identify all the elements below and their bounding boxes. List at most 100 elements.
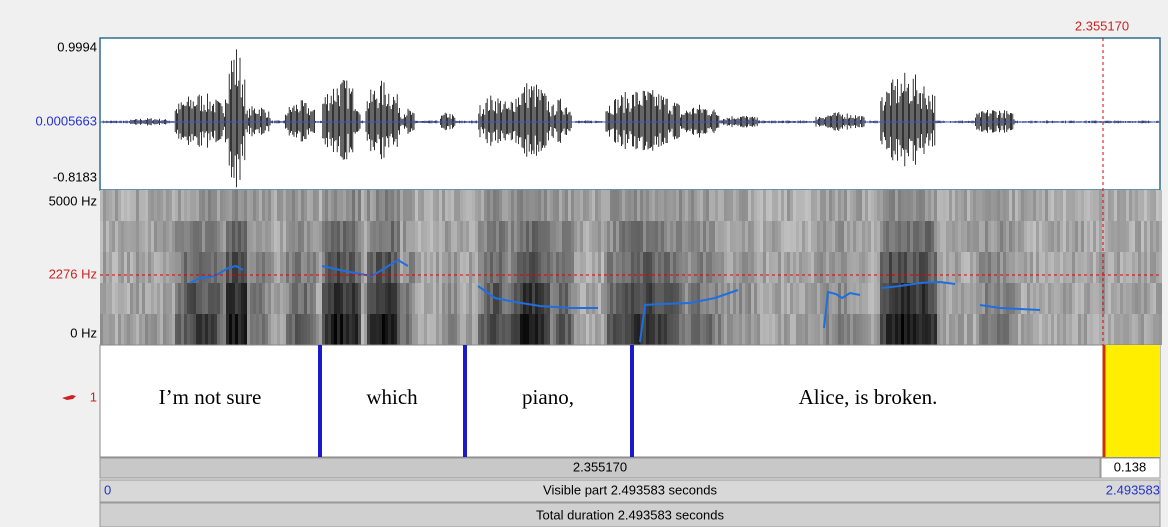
spectrogram-cell xyxy=(184,283,187,314)
spectrogram-cell xyxy=(691,221,694,252)
spectrogram-cell xyxy=(769,283,772,314)
spectrogram-cell xyxy=(106,221,109,252)
spectrogram-cell xyxy=(334,221,337,252)
spectrogram-cell xyxy=(508,221,511,252)
spectrogram-cell xyxy=(832,190,835,221)
spectrogram-cell xyxy=(343,314,346,345)
spectrogram-cell xyxy=(571,252,574,283)
spectrogram-cell xyxy=(1018,221,1021,252)
spectrogram-cell xyxy=(1036,314,1039,345)
spectrogram-cell xyxy=(751,190,754,221)
spectrogram-cell xyxy=(1114,283,1117,314)
spectrogram-cell xyxy=(703,252,706,283)
spectrogram-cell xyxy=(154,314,157,345)
interval-text[interactable]: Alice, is broken. xyxy=(799,385,938,409)
spectrogram-cell xyxy=(601,252,604,283)
spectrogram-cell xyxy=(943,190,946,221)
spectrogram-cell xyxy=(520,190,523,221)
spectrogram-cell xyxy=(982,190,985,221)
spectrogram-cell xyxy=(859,190,862,221)
spectrogram-cell xyxy=(1126,190,1129,221)
spectrogram-cell xyxy=(571,221,574,252)
spectrogram-cell xyxy=(682,221,685,252)
spectrogram-cell xyxy=(175,190,178,221)
spectrogram-cell xyxy=(181,283,184,314)
spectrogram-cell xyxy=(205,252,208,283)
spectrogram-cell xyxy=(223,252,226,283)
spectrogram-cell xyxy=(862,221,865,252)
spectrogram-cell xyxy=(676,190,679,221)
spectrogram-cell xyxy=(622,283,625,314)
spectrogram-cell xyxy=(952,221,955,252)
spectrogram-cell xyxy=(1093,190,1096,221)
spectrogram-cell xyxy=(208,221,211,252)
spectrogram-cell xyxy=(562,252,565,283)
spectrogram-cell xyxy=(985,190,988,221)
spectrogram-cell xyxy=(340,221,343,252)
spectrogram-cell xyxy=(787,314,790,345)
spectrogram-cell xyxy=(376,283,379,314)
spectrogram-cell xyxy=(436,314,439,345)
spectrogram-cell xyxy=(466,252,469,283)
spectrogram-cell xyxy=(697,314,700,345)
spectrogram-cell xyxy=(1096,283,1099,314)
spectrogram-cell xyxy=(964,252,967,283)
spectrogram-cell xyxy=(754,221,757,252)
spectrogram-cell xyxy=(802,190,805,221)
spectrogram-cell xyxy=(712,252,715,283)
spectrogram-cell xyxy=(370,314,373,345)
spectrogram-cell xyxy=(823,252,826,283)
spectrogram-cell xyxy=(670,252,673,283)
spectrogram-cell xyxy=(169,283,172,314)
spectrogram-cell xyxy=(391,190,394,221)
interval-text[interactable]: I’m not sure xyxy=(159,385,262,409)
spectrogram-cell xyxy=(916,190,919,221)
spectrogram-cell xyxy=(748,190,751,221)
spectrogram-cell xyxy=(901,252,904,283)
spectrogram-cell xyxy=(826,252,829,283)
spectrogram-cell xyxy=(196,314,199,345)
spectrogram-cell xyxy=(841,314,844,345)
spectrogram-cell xyxy=(664,221,667,252)
spectrogram-cell xyxy=(871,283,874,314)
spectrogram-cell xyxy=(817,314,820,345)
spectrogram-cell xyxy=(172,283,175,314)
spectrogram-cell xyxy=(880,314,883,345)
spectrogram-cell xyxy=(322,314,325,345)
spectrogram-cell xyxy=(1015,252,1018,283)
spectrogram-cell xyxy=(607,221,610,252)
spectrogram-cell xyxy=(172,221,175,252)
spectrogram-cell xyxy=(313,252,316,283)
spectrogram-cell xyxy=(703,221,706,252)
spectrogram-cell xyxy=(598,190,601,221)
spectrogram-cell xyxy=(652,190,655,221)
spectrogram-cell xyxy=(217,252,220,283)
spectrogram-cell xyxy=(397,283,400,314)
spectrogram-cell xyxy=(685,252,688,283)
spectrogram-cell xyxy=(463,283,466,314)
spectrogram-cell xyxy=(685,190,688,221)
spectrogram-cell xyxy=(331,190,334,221)
spectrogram-cell xyxy=(865,314,868,345)
spectrogram-cell xyxy=(301,314,304,345)
spectrogram-cell xyxy=(187,314,190,345)
spectrogram-cell xyxy=(1060,283,1063,314)
spectrogram-cell xyxy=(787,221,790,252)
spectrogram-cell xyxy=(133,190,136,221)
spectrogram-cell xyxy=(142,283,145,314)
spectrogram-cell xyxy=(979,283,982,314)
spectrogram-cell xyxy=(946,314,949,345)
spectrogram-cell xyxy=(766,190,769,221)
spectrogram-cell xyxy=(865,283,868,314)
interval-text[interactable]: piano, xyxy=(522,385,574,409)
spectrogram-cell xyxy=(1003,283,1006,314)
spectrogram-cell xyxy=(730,190,733,221)
spectrogram-cell xyxy=(451,252,454,283)
spectrogram-cell xyxy=(286,283,289,314)
tier-name[interactable]: 1 xyxy=(90,389,97,404)
spectrogram-cell xyxy=(190,221,193,252)
spectrogram-cell xyxy=(445,283,448,314)
interval-text[interactable]: which xyxy=(366,385,418,409)
spectrogram-cell xyxy=(646,314,649,345)
spectrogram-cell xyxy=(253,283,256,314)
